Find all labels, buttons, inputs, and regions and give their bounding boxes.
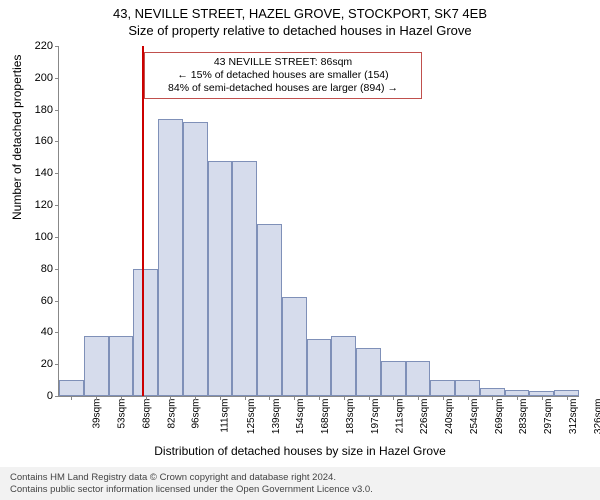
x-tick-label: 283sqm [518, 399, 529, 435]
y-tick-label: 180 [19, 104, 53, 116]
x-tick-mark [269, 396, 270, 400]
histogram-bar [331, 336, 356, 396]
y-tick-label: 200 [19, 72, 53, 84]
x-tick-label: 269sqm [494, 399, 505, 435]
y-tick-label: 140 [19, 167, 53, 179]
y-tick-mark [55, 141, 59, 142]
x-tick-mark [245, 396, 246, 400]
y-tick-mark [55, 237, 59, 238]
y-tick-label: 0 [19, 390, 53, 402]
y-tick-mark [55, 396, 59, 397]
x-tick-mark [195, 396, 196, 400]
histogram-bar [455, 380, 480, 396]
x-tick-mark [517, 396, 518, 400]
annotation-box: 43 NEVILLE STREET: 86sqm ← 15% of detach… [144, 52, 422, 99]
x-tick-label: 254sqm [469, 399, 480, 435]
x-tick-mark [344, 396, 345, 400]
x-tick-label: 154sqm [296, 399, 307, 435]
x-tick-mark [369, 396, 370, 400]
x-tick-label: 312sqm [568, 399, 579, 435]
x-tick-label: 53sqm [117, 399, 128, 429]
histogram-bar [356, 348, 381, 396]
x-axis-label: Distribution of detached houses by size … [0, 444, 600, 458]
x-tick-label: 197sqm [370, 399, 381, 435]
y-tick-label: 20 [19, 358, 53, 370]
histogram-bar [208, 161, 233, 396]
x-tick-mark [443, 396, 444, 400]
y-tick-label: 60 [19, 295, 53, 307]
histogram-bar [406, 361, 431, 396]
x-tick-mark [170, 396, 171, 400]
histogram-bar [133, 269, 158, 396]
x-tick-label: 226sqm [419, 399, 430, 435]
x-tick-mark [418, 396, 419, 400]
footer: Contains HM Land Registry data © Crown c… [0, 467, 600, 500]
page-title-line1: 43, NEVILLE STREET, HAZEL GROVE, STOCKPO… [0, 0, 600, 21]
histogram-bar [109, 336, 134, 396]
x-tick-mark [393, 396, 394, 400]
histogram-bar [307, 339, 332, 396]
annotation-line3: 84% of semi-detached houses are larger (… [151, 82, 415, 95]
y-tick-mark [55, 110, 59, 111]
histogram-bar [430, 380, 455, 396]
y-tick-label: 220 [19, 40, 53, 52]
y-tick-mark [55, 46, 59, 47]
x-tick-mark [567, 396, 568, 400]
annotation-line2: ← 15% of detached houses are smaller (15… [151, 69, 415, 82]
page-title-line2: Size of property relative to detached ho… [0, 21, 600, 38]
x-tick-mark [294, 396, 295, 400]
y-tick-mark [55, 301, 59, 302]
x-tick-mark [542, 396, 543, 400]
x-tick-mark [146, 396, 147, 400]
x-tick-label: 297sqm [543, 399, 554, 435]
y-tick-label: 40 [19, 326, 53, 338]
histogram-bar [183, 122, 208, 396]
x-tick-label: 82sqm [166, 399, 177, 429]
x-tick-mark [71, 396, 72, 400]
histogram-bar [232, 161, 257, 396]
x-tick-mark [121, 396, 122, 400]
chart-area: 02040608010012014016018020022039sqm53sqm… [58, 46, 578, 396]
chart-container: 43, NEVILLE STREET, HAZEL GROVE, STOCKPO… [0, 0, 600, 500]
histogram-bar [381, 361, 406, 396]
x-tick-label: 240sqm [444, 399, 455, 435]
x-tick-label: 125sqm [246, 399, 257, 435]
histogram-bar [282, 297, 307, 396]
y-tick-label: 160 [19, 135, 53, 147]
x-tick-label: 96sqm [191, 399, 202, 429]
x-tick-label: 111sqm [220, 399, 231, 433]
x-tick-label: 183sqm [345, 399, 356, 435]
x-tick-mark [468, 396, 469, 400]
y-tick-label: 100 [19, 231, 53, 243]
y-tick-label: 80 [19, 263, 53, 275]
y-tick-mark [55, 332, 59, 333]
footer-line2: Contains public sector information licen… [10, 484, 590, 495]
x-tick-label: 326sqm [593, 399, 600, 435]
histogram-bar [59, 380, 84, 396]
x-tick-label: 68sqm [141, 399, 152, 429]
histogram-bar [480, 388, 505, 396]
y-tick-mark [55, 269, 59, 270]
x-tick-mark [492, 396, 493, 400]
histogram-bar [257, 224, 282, 396]
y-tick-label: 120 [19, 199, 53, 211]
x-tick-label: 211sqm [394, 399, 405, 434]
x-tick-label: 139sqm [271, 399, 282, 435]
y-tick-mark [55, 364, 59, 365]
x-tick-label: 168sqm [320, 399, 331, 435]
y-tick-mark [55, 173, 59, 174]
x-tick-label: 39sqm [92, 399, 103, 429]
y-tick-mark [55, 205, 59, 206]
y-tick-mark [55, 78, 59, 79]
x-tick-mark [96, 396, 97, 400]
histogram-bar [84, 336, 109, 396]
footer-line1: Contains HM Land Registry data © Crown c… [10, 472, 590, 483]
annotation-line1: 43 NEVILLE STREET: 86sqm [151, 56, 415, 69]
x-tick-mark [319, 396, 320, 400]
histogram-bar [158, 119, 183, 396]
x-tick-mark [220, 396, 221, 400]
